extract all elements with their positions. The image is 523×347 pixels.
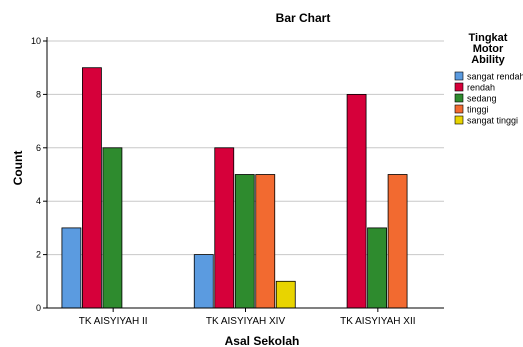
legend-label: sedang — [467, 94, 497, 104]
x-axis-categories: TK AISYIYAH II TK AISYIYAH XIV TK AISYIYAH… — [79, 308, 416, 327]
y-tick-label: 10 — [31, 36, 41, 46]
legend-label: sangat tinggi — [467, 116, 518, 126]
bar-rendah-1 — [214, 147, 235, 309]
legend-swatch — [454, 71, 464, 81]
chart-title: Bar Chart — [276, 11, 331, 25]
y-tick-label: 6 — [36, 143, 41, 153]
legend-title: Ability — [471, 54, 505, 66]
bar-sangat-rendah-0 — [61, 227, 82, 309]
legend-label: sangat rendah — [467, 72, 523, 82]
y-tick-label: 0 — [36, 303, 41, 313]
bar-sedang-2 — [367, 227, 387, 309]
bar-rendah-0 — [82, 67, 102, 309]
bar-tinggi-2 — [387, 174, 408, 309]
bar-sangat-rendah-1 — [193, 254, 214, 309]
legend-label: tinggi — [467, 105, 489, 115]
bars — [61, 67, 408, 309]
legend-swatch — [454, 115, 464, 125]
bar-rendah-2 — [346, 94, 367, 309]
bar-sangat-tinggi-1 — [275, 280, 296, 309]
x-axis-title: Asal Sekolah — [225, 334, 300, 347]
legend-label: rendah — [467, 83, 495, 93]
y-tick-label: 8 — [36, 89, 41, 99]
x-category-label: TK AISYIYAH XIV — [206, 316, 286, 327]
legend-swatch — [454, 104, 464, 114]
legend-title: Motor — [473, 43, 504, 55]
y-tick-label: 2 — [36, 250, 41, 260]
legend-swatch — [454, 93, 464, 103]
y-tick-label: 4 — [36, 196, 41, 206]
x-category-label: TK AISYIYAH XII — [340, 316, 415, 327]
x-category-label: TK AISYIYAH II — [79, 316, 148, 327]
y-axis-title: Count — [11, 151, 25, 186]
legend-title: Tingkat — [469, 32, 508, 44]
legend-swatch — [454, 82, 464, 92]
y-axis-ticks: 0 2 4 6 8 10 — [31, 36, 47, 313]
bar-tinggi-1 — [255, 174, 276, 309]
bar-sedang-0 — [102, 147, 123, 309]
bar-sedang-1 — [234, 174, 255, 309]
